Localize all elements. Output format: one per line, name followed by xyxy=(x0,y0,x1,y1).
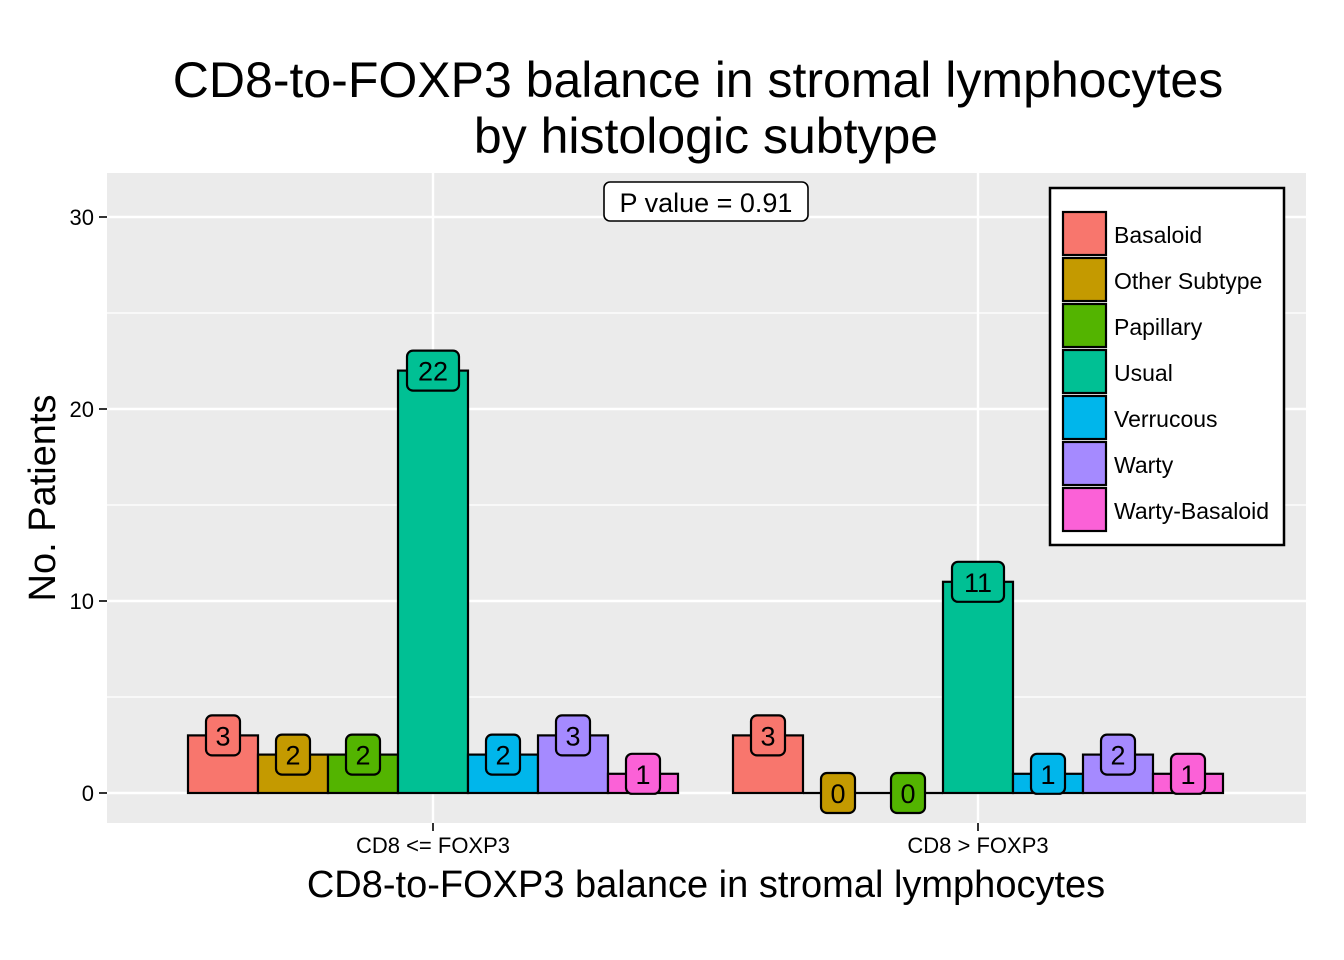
legend-key xyxy=(1061,486,1108,533)
legend-label: Verrucous xyxy=(1114,406,1218,432)
bar xyxy=(396,369,470,795)
p-value-annotation: P value = 0.91 xyxy=(603,181,809,222)
data-label: 3 xyxy=(565,721,580,751)
data-label: 0 xyxy=(830,779,845,809)
data-label: 0 xyxy=(900,779,915,809)
data-label-box xyxy=(819,771,857,815)
x-axis: CD8 <= FOXP3 CD8 > FOXP3 xyxy=(356,823,1049,858)
p-value-text: P value = 0.91 xyxy=(620,188,793,218)
legend-key xyxy=(1061,348,1108,395)
y-tick-label: 30 xyxy=(70,205,94,230)
data-label: 1 xyxy=(1180,760,1195,790)
data-label-box xyxy=(344,733,382,776)
legend-key xyxy=(1061,210,1108,257)
data-label: 2 xyxy=(495,741,510,771)
legend-key xyxy=(1061,302,1108,349)
bar xyxy=(941,580,1015,795)
legend-key xyxy=(1061,256,1108,303)
p-value-box xyxy=(603,181,809,222)
data-label-box xyxy=(1099,733,1137,776)
legend-label: Papillary xyxy=(1114,314,1203,340)
data-label-box xyxy=(554,714,592,757)
data-label-box xyxy=(624,752,662,795)
legend-label: Warty-Basaloid xyxy=(1114,498,1269,524)
data-label: 1 xyxy=(635,760,650,790)
legend-label: Usual xyxy=(1114,360,1173,386)
chart-title: CD8-to-FOXP3 balance in stromal lymphocy… xyxy=(173,52,1223,108)
data-label: 22 xyxy=(418,357,448,387)
x-tick-label: CD8 <= FOXP3 xyxy=(356,833,510,858)
y-axis: 0 10 20 30 xyxy=(70,205,107,806)
legend: Basaloid Other Subtype Papillary Usual Verru… xyxy=(1048,186,1286,547)
y-tick-label: 10 xyxy=(70,589,94,614)
x-axis-title: CD8-to-FOXP3 balance in stromal lymphocy… xyxy=(307,864,1105,906)
data-label-box xyxy=(1169,752,1207,795)
chart-title-line2: by histologic subtype xyxy=(474,108,938,164)
data-label-box xyxy=(950,560,1006,603)
legend-items: Basaloid Other Subtype Papillary Usual Verru… xyxy=(1061,210,1269,533)
data-label-box xyxy=(749,714,787,757)
data-label: 1 xyxy=(1040,760,1055,790)
data-label: 3 xyxy=(215,721,230,751)
data-label: 2 xyxy=(355,741,370,771)
legend-label: Warty xyxy=(1114,452,1174,478)
data-label: 3 xyxy=(760,721,775,751)
data-label-box xyxy=(405,349,461,392)
data-label-box xyxy=(889,771,927,815)
data-label-box xyxy=(204,714,242,757)
y-tick-label: 20 xyxy=(70,397,94,422)
y-axis-title: No. Patients xyxy=(22,395,64,602)
legend-label: Other Subtype xyxy=(1114,268,1262,294)
data-label-box xyxy=(274,733,312,776)
legend-key xyxy=(1061,440,1108,487)
data-label: 11 xyxy=(964,568,992,598)
y-tick-label: 0 xyxy=(82,781,94,806)
x-tick-label: CD8 > FOXP3 xyxy=(907,833,1048,858)
data-label: 2 xyxy=(285,741,300,771)
legend-key xyxy=(1061,394,1108,441)
data-label-box xyxy=(484,733,522,776)
data-label: 2 xyxy=(1110,741,1125,771)
legend-label: Basaloid xyxy=(1114,222,1202,248)
data-label-box xyxy=(1029,752,1067,795)
